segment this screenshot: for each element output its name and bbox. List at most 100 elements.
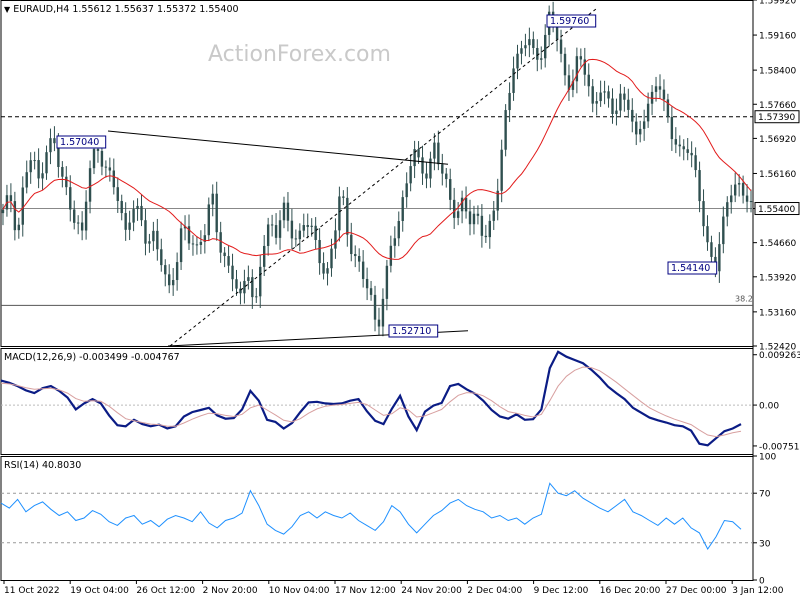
candle-body [468, 211, 472, 225]
candle-body [152, 230, 155, 242]
candle-body [445, 173, 448, 180]
candle-body [730, 195, 733, 203]
price-tick-label: 1.54660 [759, 239, 796, 249]
candle-body [259, 266, 262, 297]
price-tick-label: 1.56160 [759, 170, 796, 180]
candle-body [623, 93, 626, 100]
candle-body [33, 160, 36, 162]
candle-body [350, 234, 353, 255]
candle-body [690, 152, 693, 156]
candle-body [619, 93, 622, 111]
candle-body [84, 201, 88, 231]
time-tick-label: 19 Oct 04:00 [70, 586, 129, 596]
candle-body [195, 244, 199, 246]
candle-body [456, 211, 460, 218]
candle-body [239, 288, 242, 294]
candle-body [9, 195, 13, 202]
candle-body [532, 39, 535, 48]
candle-body [175, 262, 179, 281]
candle-body [528, 39, 531, 46]
candle-body [397, 220, 400, 239]
candle-body [187, 226, 191, 244]
candle-body [496, 190, 499, 211]
candle-body [286, 202, 290, 221]
candle-body [49, 138, 52, 153]
time-tick-label: 16 Dec 20:00 [600, 586, 661, 596]
time-tick-label: 2 Nov 20:00 [203, 586, 258, 596]
candle-body [92, 149, 96, 169]
macd-header: MACD(12,26,9) -0.003499 -0.004767 [4, 352, 180, 363]
candle-body [361, 261, 365, 279]
candle-body [615, 110, 618, 115]
candle-body [536, 47, 539, 60]
candle-body [171, 280, 175, 286]
candle-body [472, 213, 476, 225]
candle-body [235, 279, 238, 289]
candle-body [69, 187, 72, 210]
candle-body [338, 196, 341, 231]
candle-body [266, 224, 270, 246]
candle-body [314, 225, 317, 241]
left-high-price-label-box [56, 135, 107, 149]
rsi-header: RSI(14) 40.8030 [4, 460, 82, 471]
macd-tick-label: 0.009263 [759, 351, 800, 361]
candle-body [694, 155, 697, 171]
candle-body [381, 298, 385, 327]
candle-body [61, 166, 64, 177]
candle-body [124, 213, 127, 230]
macd-tick-label: 0.00 [759, 402, 779, 412]
candle-body [342, 196, 345, 198]
candle-body [706, 226, 709, 243]
candle-body [354, 254, 357, 257]
candle-body [686, 149, 689, 153]
candle-body [516, 53, 519, 69]
time-tick-label: 26 Oct 12:00 [136, 586, 195, 596]
moving-average-line [2, 58, 752, 260]
candle-body [607, 91, 610, 99]
candle-body [595, 101, 598, 104]
candle-body [583, 59, 586, 75]
candle-body [441, 164, 444, 174]
candle-body [670, 116, 674, 140]
candle-body [21, 187, 24, 225]
candle-body [429, 158, 432, 179]
time-tick-label: 17 Nov 12:00 [335, 586, 396, 596]
candle-body [702, 201, 705, 227]
candle-body [211, 193, 214, 205]
candle-body [662, 89, 666, 100]
candle-body [223, 252, 226, 257]
time-tick-label: 3 Jan 12:00 [732, 586, 784, 596]
candle-body [480, 215, 484, 236]
low-price-label-box [388, 324, 439, 338]
candle-body [219, 232, 222, 253]
candle-body [140, 205, 143, 221]
macd-tick-label: -0.007517 [759, 442, 800, 452]
candle-body [611, 98, 614, 115]
candle-body [179, 228, 183, 263]
candle-body [80, 222, 84, 231]
candle-body [207, 204, 210, 236]
candle-body [251, 277, 254, 298]
candle-body [425, 173, 428, 179]
candle-body [310, 225, 313, 227]
candle-body [563, 53, 567, 76]
price-tick-label: 1.53160 [759, 308, 796, 318]
candle-body [650, 91, 654, 104]
rsi-tick-label: 0 [759, 577, 765, 587]
candle-body [500, 149, 503, 191]
candle-body [100, 150, 104, 167]
fib-38-label: 38.2 [735, 294, 753, 303]
candle-body [433, 142, 436, 159]
candle-body [326, 268, 329, 274]
candle-body [243, 280, 246, 294]
candle-body [452, 199, 456, 218]
time-tick-label: 9 Dec 12:00 [534, 586, 589, 596]
rsi-pane-frame [0, 456, 754, 581]
macd-line [0, 350, 742, 447]
candle-body [263, 245, 266, 267]
candle-body [587, 74, 590, 87]
candle-body [745, 195, 749, 202]
candle-body [733, 184, 737, 196]
